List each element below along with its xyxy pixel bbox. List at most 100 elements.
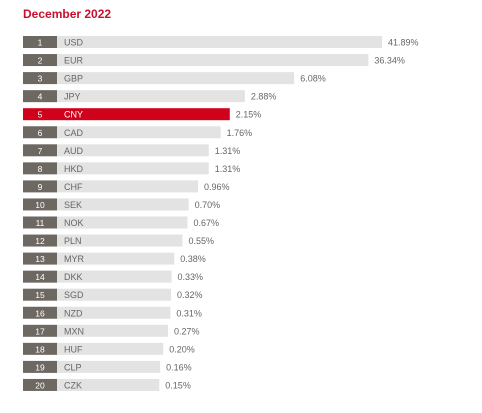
currency-label: CHF [64,182,83,192]
value-label: 1.31% [215,164,241,174]
bar [57,270,172,283]
currency-label: SGD [64,290,84,300]
currency-label: PLN [64,236,82,246]
bar-row-gbp: 3 GBP 6.08% [23,72,326,85]
value-label: 0.70% [195,200,221,210]
value-label: 6.08% [300,74,326,84]
rank-label: 19 [35,362,45,372]
bar [57,360,161,373]
currency-label: CZK [64,380,82,390]
rank-label: 6 [38,128,43,138]
rank-label: 8 [38,164,43,174]
value-label: 1.76% [227,128,253,138]
bar-row-sek: 10 SEK 0.70% [23,198,221,211]
bar [57,72,295,85]
currency-label: NOK [64,218,84,228]
value-label: 36.34% [374,56,405,66]
rank-label: 3 [38,74,43,84]
bar [57,126,221,139]
rank-label: 10 [35,200,45,210]
bar [57,108,230,121]
bar [57,180,198,193]
bar-row-cny: 5 CNY 2.15% [23,108,262,121]
bar-row-clp: 19 CLP 0.16% [23,360,192,373]
rank-label: 12 [35,236,45,246]
currency-label: CNY [64,110,83,120]
bar [57,234,183,247]
value-label: 1.31% [215,146,241,156]
rank-box [23,90,57,103]
bar-row-hkd: 8 HKD 1.31% [23,162,241,175]
currency-label: JPY [64,92,81,102]
currency-label: EUR [64,56,84,66]
bar-row-chf: 9 CHF 0.96% [23,180,230,193]
rank-box [23,198,57,211]
currency-label: DKK [64,272,83,282]
rank-label: 9 [38,182,43,192]
rank-box [23,342,57,355]
rank-label: 2 [38,56,43,66]
rank-box [23,324,57,337]
value-label: 0.55% [188,236,214,246]
bar-row-myr: 13 MYR 0.38% [23,252,206,265]
currency-label: MYR [64,254,85,264]
rank-label: 11 [36,218,45,228]
currency-label: HUF [64,344,83,354]
rank-box [23,72,57,85]
bar-row-aud: 7 AUD 1.31% [23,144,241,157]
bar [57,90,245,103]
rank-label: 17 [35,326,45,336]
value-label: 0.27% [174,326,200,336]
currency-label: AUD [64,146,84,156]
rank-label: 14 [35,272,45,282]
rank-box [23,252,57,265]
value-label: 0.32% [177,290,203,300]
value-label: 0.16% [166,362,192,372]
currency-label: USD [64,38,84,48]
bar-row-huf: 18 HUF 0.20% [23,342,195,355]
bar [57,252,175,265]
rank-box [23,234,57,247]
bar [57,144,209,157]
value-label: 2.15% [236,110,262,120]
value-label: 0.31% [176,308,202,318]
bar [57,342,164,355]
value-label: 0.33% [178,272,204,282]
rank-box [23,162,57,175]
currency-label: CLP [64,362,82,372]
bar-row-pln: 12 PLN 0.55% [23,234,214,247]
rank-label: 1 [38,38,43,48]
bar-row-cad: 6 CAD 1.76% [23,126,253,139]
bar-row-nok: 11 NOK 0.67% [23,216,219,229]
rank-label: 16 [35,308,45,318]
bar [57,306,171,319]
rank-label: 13 [35,254,45,264]
bar [57,288,171,301]
bar [57,378,160,391]
rank-label: 18 [35,344,45,354]
bar-row-sgd: 15 SGD 0.32% [23,288,203,301]
rank-box [23,36,57,48]
bar [57,36,382,48]
bar [57,54,369,67]
chart-title: December 2022 [23,7,112,21]
bar-row-mxn: 17 MXN 0.27% [23,324,200,337]
rank-box [23,288,57,301]
bar-row-usd: 1 USD 41.89% [23,36,419,48]
bar-row-nzd: 16 NZD 0.31% [23,306,202,319]
rank-label: 5 [38,110,43,120]
bar [57,162,209,175]
rank-label: 15 [35,290,45,300]
rank-box [23,54,57,67]
bar-row-dkk: 14 DKK 0.33% [23,270,204,283]
bar [57,324,168,337]
value-label: 0.96% [204,182,230,192]
bar [57,198,189,211]
rank-box [23,378,57,391]
rank-box [23,144,57,157]
rank-box [23,270,57,283]
currency-label: MXN [64,326,84,336]
value-label: 0.38% [180,254,206,264]
rank-label: 20 [35,380,45,390]
rank-label: 7 [38,146,43,156]
